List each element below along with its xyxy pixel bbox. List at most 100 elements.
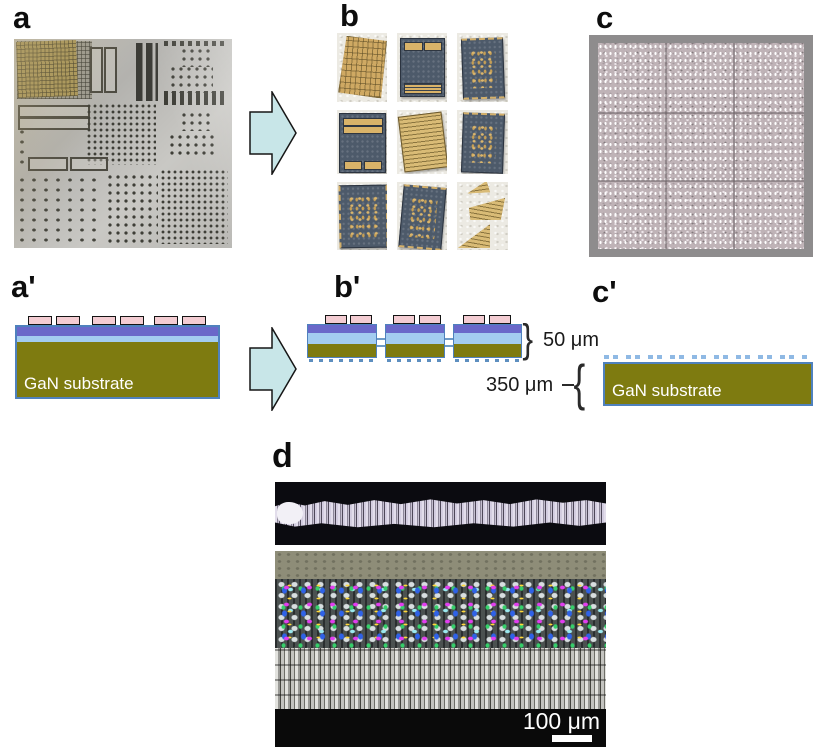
epi-layer — [386, 325, 444, 333]
substrate-thickness-label: 350 μm — [486, 374, 554, 396]
electrode — [489, 315, 511, 324]
wafer-pattern-columns — [136, 43, 158, 101]
sliced-layer-strip — [275, 499, 606, 528]
electrode — [350, 315, 372, 324]
wafer-pattern-dots — [86, 103, 156, 165]
electrode — [56, 316, 80, 325]
dicing-gridlines — [598, 43, 804, 249]
wafer-pattern-bar — [90, 47, 103, 93]
chip-photo — [457, 110, 508, 174]
diced-chips-photo-grid — [337, 33, 508, 250]
sliced-piece — [385, 324, 445, 358]
electrode — [419, 315, 441, 324]
cleave-dash — [377, 345, 385, 347]
wafer-pattern-dots — [168, 133, 214, 159]
electrode — [154, 316, 178, 325]
buffer-layer — [386, 333, 444, 344]
wafer-pattern-dashes — [164, 41, 228, 46]
process-arrow-shape — [249, 91, 297, 175]
cleave-dash — [445, 338, 453, 340]
iridescent-band — [275, 579, 606, 648]
columnar-band — [275, 648, 606, 709]
process-arrow-bottom — [249, 327, 297, 411]
chip-fragment — [469, 198, 505, 220]
substrate-label: GaN substrate — [24, 374, 134, 393]
gold-dot-pattern — [347, 194, 380, 239]
panel-label-a-prime: a' — [11, 269, 36, 304]
process-arrow-shape — [249, 327, 297, 411]
chip-photo — [397, 110, 447, 174]
device-thickness-label: 50 μm — [543, 329, 599, 351]
epi-layer — [308, 325, 376, 333]
dark-chip — [460, 112, 506, 174]
chip-photo — [457, 33, 508, 102]
wafer-photo — [14, 39, 232, 248]
panel-label-b: b — [340, 0, 359, 33]
cleave-tick-row — [387, 359, 443, 362]
panel-label-a: a — [13, 0, 31, 35]
chip-fragment — [466, 182, 491, 199]
substrate-layer: GaN substrate — [17, 342, 218, 397]
cleave-tick-row — [604, 355, 810, 359]
cleave-tick-row — [309, 359, 375, 362]
substrate-layer — [454, 344, 521, 357]
substrate-layer — [386, 344, 444, 357]
background-band — [275, 551, 606, 583]
wafer-pattern-dots — [16, 127, 25, 165]
buffer-layer — [308, 333, 376, 344]
wafer-pattern-dots — [106, 173, 158, 243]
panel-label-d: d — [272, 437, 293, 475]
electrode — [120, 316, 144, 325]
panel-label-c-prime: c' — [592, 274, 617, 309]
cleave-dash — [445, 345, 453, 347]
cleave-tick-row — [455, 359, 520, 362]
wafer-pattern-dots — [180, 47, 210, 67]
buffer-layer — [454, 333, 521, 344]
dark-chip — [398, 184, 447, 250]
sliced-piece — [307, 324, 377, 358]
electrode — [325, 315, 347, 324]
gold-dot-pattern — [407, 195, 438, 240]
gold-pad — [344, 161, 362, 170]
dark-chip — [460, 37, 506, 100]
buffer-layer — [17, 336, 218, 342]
wafer-pattern-bar — [104, 47, 117, 93]
dimension-connector — [562, 384, 574, 386]
gold-dot-pattern — [469, 48, 497, 89]
dark-chip — [338, 184, 387, 249]
chip-photo — [337, 182, 387, 250]
gold-pad — [424, 42, 442, 51]
electrode — [393, 315, 415, 324]
dark-chip — [400, 38, 445, 97]
panel-label-b-prime: b' — [334, 269, 361, 304]
gold-pad — [404, 42, 423, 51]
epi-layer — [17, 327, 218, 336]
substrate-backside-photo — [589, 35, 813, 257]
chip-photo — [457, 182, 508, 250]
chip-photo — [397, 182, 447, 250]
chip-photo — [337, 110, 387, 174]
gold-pad — [343, 126, 383, 134]
panel-label-c: c — [596, 0, 614, 35]
wafer-pattern-dots — [180, 111, 210, 131]
substrate-label: GaN substrate — [612, 381, 722, 400]
gold-pad — [343, 118, 383, 126]
sliced-piece — [453, 324, 522, 358]
chip-photo — [337, 33, 387, 102]
gold-pad — [364, 161, 382, 170]
wafer-pattern-dots — [169, 65, 213, 93]
chip-fragment — [458, 224, 490, 248]
epi-layer — [454, 325, 521, 333]
substrate-layer: GaN substrate — [605, 364, 811, 404]
wafer-pattern-bar — [28, 157, 68, 171]
cross-section-micrograph-thin — [275, 482, 606, 545]
brace-50um: } — [522, 317, 534, 361]
dark-chip — [339, 113, 386, 173]
cleave-dash — [377, 338, 385, 340]
bottom-black-band — [275, 709, 606, 747]
wafer-pattern-dots — [160, 169, 228, 244]
gold-chip — [338, 36, 387, 99]
wafer-schematic: GaN substrate — [15, 325, 220, 399]
process-arrow-top — [249, 91, 297, 175]
